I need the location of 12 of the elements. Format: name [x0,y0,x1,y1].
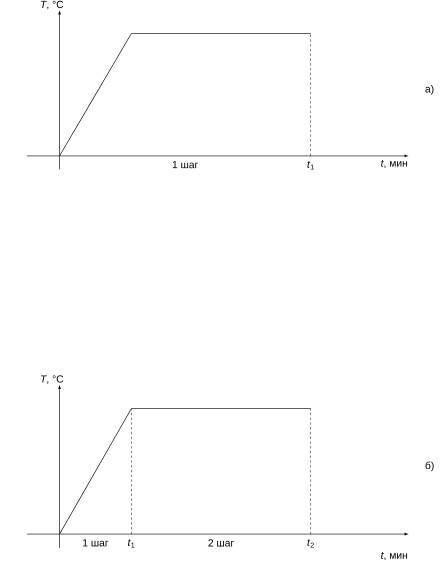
x-tick-label: t$_{1}$ [128,539,134,548]
x-tick-label: t$_{1}$ [307,161,314,170]
text: б) [425,461,434,472]
x-tick-label: 1 шаг [82,539,108,546]
y-axis-title: T, °C [40,375,64,384]
x-tick-label: t$_{2}$ [307,539,314,548]
x-axis-title: t, мин [380,552,407,560]
x-tick-label: 1 шаг [172,161,198,168]
y-axis-title: T, °C [40,0,64,10]
x-tick-label: 2 шаг [208,539,234,547]
text: а) [425,85,434,95]
x-axis-title: t, мин [380,160,407,168]
